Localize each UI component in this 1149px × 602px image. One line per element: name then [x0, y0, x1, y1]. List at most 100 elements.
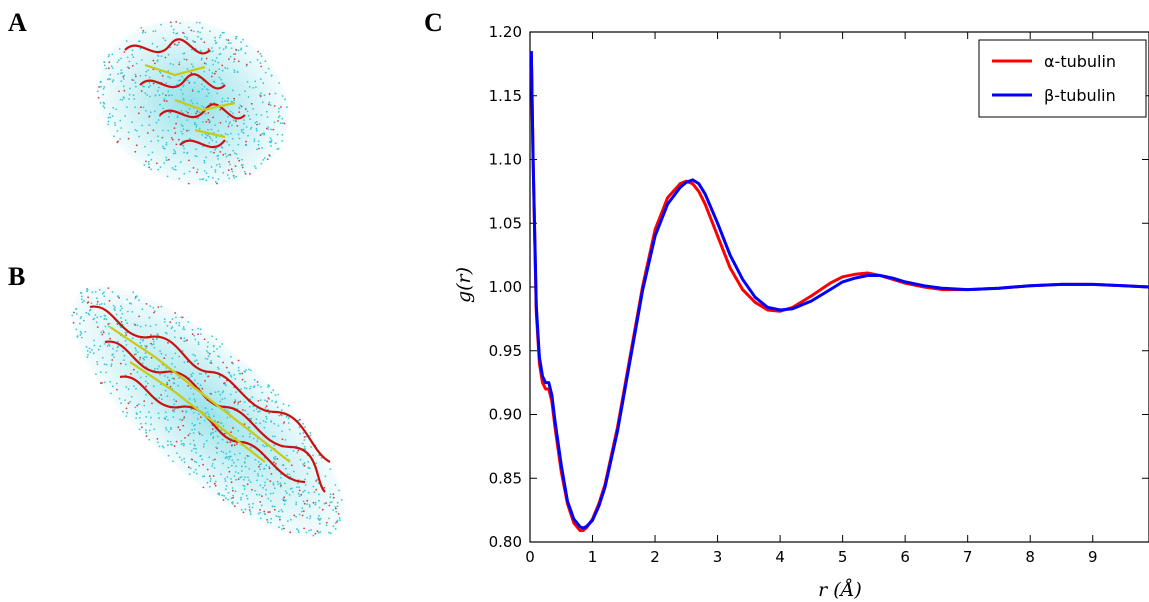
water-dot [267, 521, 269, 524]
water-dot [216, 348, 218, 350]
water-dot [303, 502, 306, 505]
water-dot [164, 39, 167, 42]
water-dot [179, 429, 181, 431]
water-dot [133, 368, 135, 371]
water-dot [221, 343, 224, 345]
water-dot [217, 390, 220, 393]
water-dot [157, 306, 160, 308]
water-dot [163, 321, 166, 323]
water-dot [228, 144, 231, 146]
water-dot [232, 119, 235, 122]
water-dot [234, 471, 237, 473]
water-dot [203, 159, 206, 162]
water-dot [319, 531, 322, 533]
x-tick-label: 6 [900, 548, 910, 566]
water-dot [270, 420, 272, 422]
water-dot [176, 115, 179, 117]
water-dot [255, 408, 258, 410]
water-dot [321, 508, 324, 511]
water-dot [252, 108, 255, 110]
water-dot [252, 87, 255, 89]
water-dot [122, 410, 124, 413]
water-dot [110, 363, 113, 366]
water-dot [259, 511, 262, 514]
water-dot [181, 125, 184, 127]
water-dot [256, 148, 258, 151]
water-dot [107, 287, 110, 289]
water-dot [216, 155, 219, 157]
water-dot [274, 458, 277, 460]
water-dot [258, 147, 260, 150]
water-dot [164, 331, 167, 334]
water-dot [182, 31, 184, 34]
water-dot [174, 132, 177, 134]
water-dot [245, 65, 248, 67]
water-dot [281, 140, 284, 142]
water-dot [159, 373, 161, 376]
y-tick-label: 0.95 [489, 342, 522, 360]
water-dot [173, 127, 176, 129]
water-dot [159, 166, 162, 169]
water-dot [108, 53, 110, 56]
water-dot [240, 129, 243, 131]
water-dot [95, 321, 98, 324]
water-dot [254, 122, 257, 124]
water-dot [233, 69, 236, 72]
water-dot [269, 492, 272, 495]
water-dot [162, 145, 164, 148]
water-dot [202, 475, 204, 478]
water-dot [248, 368, 250, 371]
water-dot [211, 72, 214, 74]
water-dot [208, 353, 211, 355]
water-dot [243, 122, 245, 125]
water-dot [210, 151, 212, 153]
water-dot [226, 100, 229, 103]
water-dot [116, 388, 118, 391]
water-dot [230, 431, 232, 433]
water-dot [247, 96, 250, 98]
legend: α-tubulin β-tubulin [978, 39, 1147, 118]
water-dot [160, 352, 163, 355]
water-dot [96, 303, 99, 306]
water-dot [231, 459, 234, 461]
water-dot [152, 30, 155, 33]
water-dot [131, 49, 134, 52]
water-dot [270, 128, 272, 131]
water-dot [254, 80, 257, 83]
water-dot [226, 174, 229, 176]
water-dot [227, 39, 230, 42]
water-dot [178, 138, 180, 141]
water-dot [298, 489, 301, 492]
water-dot [274, 394, 277, 396]
water-dot [303, 489, 306, 492]
water-dot [166, 376, 169, 379]
water-dot [211, 47, 213, 49]
water-dot [195, 126, 198, 128]
water-dot [108, 61, 111, 64]
water-dot [123, 354, 126, 357]
water-dot [129, 87, 131, 90]
water-dot [251, 506, 254, 509]
water-dot [302, 510, 305, 512]
water-dot [308, 467, 310, 469]
water-dot [188, 107, 191, 110]
water-dot [186, 119, 188, 121]
water-dot [103, 303, 106, 305]
water-dot [115, 313, 118, 316]
water-dot [178, 377, 180, 379]
water-dot [244, 173, 247, 175]
water-dot [134, 129, 137, 131]
water-dot [164, 375, 166, 377]
water-dot [165, 100, 168, 102]
water-dot [150, 140, 152, 143]
water-dot [261, 147, 263, 149]
water-dot [165, 429, 168, 431]
water-dot [193, 471, 195, 473]
water-dot [167, 70, 170, 72]
water-dot [227, 498, 230, 501]
water-dot [268, 467, 271, 470]
water-dot [267, 128, 269, 130]
water-dot [303, 445, 306, 448]
water-dot [193, 334, 196, 337]
water-dot [263, 132, 265, 135]
